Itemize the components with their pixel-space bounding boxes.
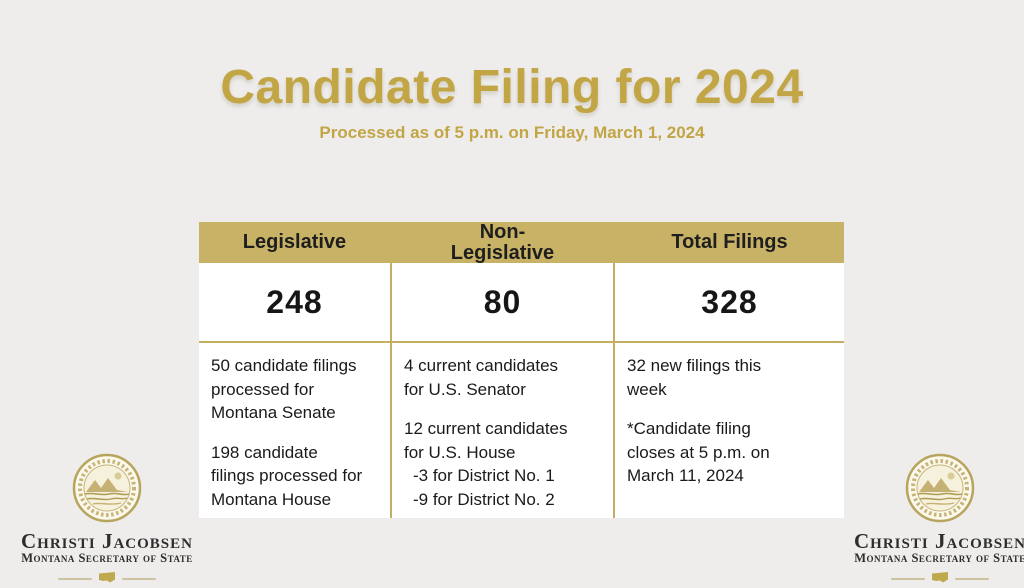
branding-block-left: Christi Jacobsen Montana Secretary of St…: [12, 452, 202, 588]
divider-line-right: [955, 578, 989, 580]
detail-new-filings: 32 new filings this week: [627, 356, 762, 399]
detail-us-senator: 4 current candidates for U.S. Senator: [404, 356, 559, 399]
montana-outline-icon: [932, 570, 948, 588]
divider-line-left: [58, 578, 92, 580]
column-header-total-filings: Total Filings: [615, 222, 844, 263]
column-header-non-legislative: Non- Legislative: [390, 221, 615, 263]
slide-canvas: Candidate Filing for 2024 Processed as o…: [21, 61, 1024, 583]
detail-district-1: -3 for District No. 1: [413, 466, 555, 485]
branding-block-right: Christi Jacobsen Montana Secretary of St…: [845, 452, 1024, 588]
divider-line-right: [122, 578, 156, 580]
brand-title: Montana Secretary of State: [854, 551, 1024, 565]
detail-house-filings: 198 candidate filings processed for Mont…: [211, 442, 363, 509]
brand-divider: [891, 570, 989, 588]
column-header-legislative: Legislative: [199, 222, 390, 263]
legislative-count: 248: [199, 263, 390, 341]
detail-senate-filings: 50 candidate filings processed for Monta…: [211, 356, 357, 422]
non-legislative-count: 80: [390, 263, 615, 341]
detail-district-2: -9 for District No. 2: [413, 489, 555, 509]
page-title: Candidate Filing for 2024: [220, 61, 804, 114]
total-filings-details: 32 new filings this week *Candidate fili…: [615, 341, 844, 518]
detail-us-house: 12 current candidates for U.S. House: [404, 419, 568, 462]
page-subtitle: Processed as of 5 p.m. on Friday, March …: [319, 123, 705, 142]
legislative-details: 50 candidate filings processed for Monta…: [199, 341, 390, 518]
brand-title: Montana Secretary of State: [21, 551, 193, 565]
brand-name: Christi Jacobsen: [854, 529, 1024, 553]
montana-outline-icon: [99, 570, 115, 588]
detail-filing-deadline: *Candidate filing closes at 5 p.m. on Ma…: [627, 419, 770, 485]
total-filings-count: 328: [615, 263, 844, 341]
brand-name: Christi Jacobsen: [21, 529, 193, 553]
divider-line-left: [891, 578, 925, 580]
brand-divider: [58, 570, 156, 588]
montana-state-seal-icon: [904, 452, 976, 529]
non-legislative-details: 4 current candidates for U.S. Senator 12…: [390, 341, 615, 518]
filing-summary-table: Legislative Non- Legislative Total Filin…: [199, 221, 844, 518]
montana-state-seal-icon: [71, 452, 143, 529]
